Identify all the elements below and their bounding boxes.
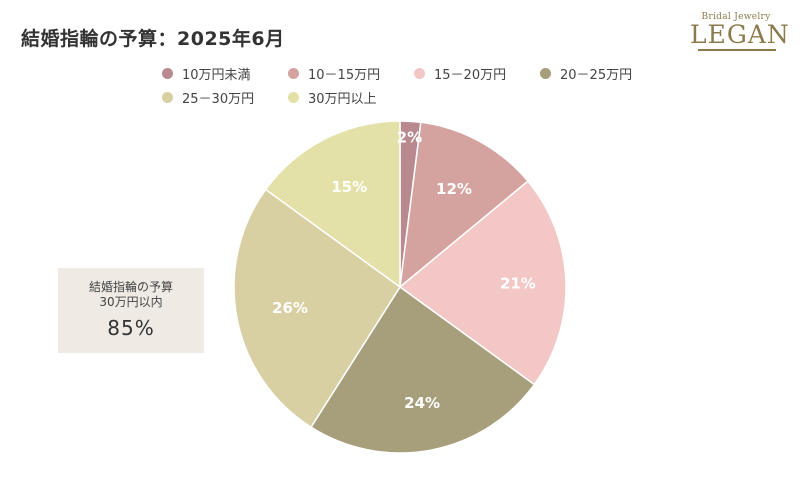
pie-slice: [233, 188, 402, 429]
slice-percent-label: 2%: [397, 128, 422, 146]
slice-percent-label: 21%: [500, 274, 536, 292]
slice-percent-label: 26%: [272, 299, 308, 317]
callout-label-line-2: 30万円以内: [99, 295, 163, 309]
legend-item: 30万円以上: [288, 88, 377, 107]
legend-swatch: [414, 68, 425, 79]
slice-percent-label: 15%: [331, 178, 367, 196]
pie-slice: [310, 285, 536, 454]
chart-title: 結婚指輪の予算：2025年6月: [21, 28, 285, 50]
legend-item: 20－25万円: [540, 64, 632, 83]
legend-swatch: [162, 68, 173, 79]
legend-item: 10－15万円: [288, 64, 380, 83]
legend-label: 20－25万円: [560, 68, 633, 83]
legend-swatch: [162, 92, 173, 103]
logo-wordmark: LEGAN: [690, 20, 790, 49]
callout-label-line-1: 結婚指輪の予算: [88, 280, 173, 294]
pie-slice: [399, 121, 529, 289]
pie-slice: [264, 120, 401, 289]
legend-label: 25－30万円: [182, 92, 255, 107]
legend-item: 15－20万円: [414, 64, 506, 83]
legend-item: 25－30万円: [162, 88, 254, 107]
slice-percent-label: 24%: [404, 394, 440, 412]
legend-item: 10万円未満: [162, 64, 251, 83]
legend-label: 30万円以上: [308, 92, 377, 107]
budget-callout: 結婚指輪の予算 30万円以内 85%: [58, 268, 204, 353]
logo-underline: [698, 49, 776, 51]
brand-logo: Bridal Jewelry LEGAN: [690, 12, 790, 51]
callout-label: 結婚指輪の予算 30万円以内: [58, 280, 204, 310]
legend-swatch: [288, 68, 299, 79]
callout-value: 85%: [107, 316, 155, 340]
legend-label: 10－15万円: [308, 68, 381, 83]
legend-label: 15－20万円: [434, 68, 507, 83]
legend-label: 10万円未満: [182, 68, 251, 83]
legend-swatch: [288, 92, 299, 103]
legend-swatch: [540, 68, 551, 79]
pie-slice: [398, 180, 567, 386]
slice-percent-label: 12%: [436, 180, 472, 198]
logo-subtitle: Bridal Jewelry: [701, 12, 771, 22]
